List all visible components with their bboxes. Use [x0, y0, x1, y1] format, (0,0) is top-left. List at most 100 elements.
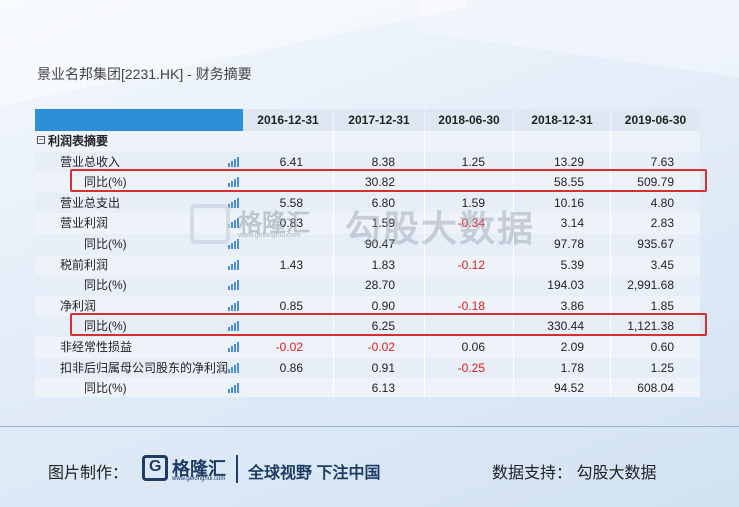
table-cell: 1.78: [560, 360, 584, 375]
watermark-partner: 勾股大数据: [345, 208, 536, 249]
table-cell: [405, 275, 485, 295]
table-cell: 1.25: [650, 360, 674, 375]
collapse-icon[interactable]: −: [37, 135, 45, 144]
bar-chart-icon[interactable]: [228, 362, 239, 373]
table-row[interactable]: 同比(%) 28.70 194.03 2,991.68: [35, 275, 700, 296]
highlight-box: [70, 169, 707, 192]
table-cell: -0.02: [275, 340, 303, 354]
table-cell: 10.16: [553, 195, 584, 210]
table-cell: 509.79: [637, 175, 674, 190]
bar-chart-icon[interactable]: [228, 300, 239, 311]
row-label: 营业总收入: [60, 154, 121, 169]
table-cell: 0.06: [461, 340, 485, 354]
footer-site: www.gelonghui.com: [172, 476, 226, 482]
column-header[interactable]: 2018-06-30: [425, 109, 513, 131]
table-cell: 0.91: [371, 360, 395, 375]
bar-chart-icon[interactable]: [228, 321, 239, 332]
column-divider: [513, 131, 514, 397]
table-row[interactable]: 同比(%) 6.13 94.52 608.04: [35, 378, 700, 399]
financial-summary-table: 2016-12-31 2017-12-31 2018-06-30 2018-12…: [35, 109, 700, 397]
bar-chart-icon[interactable]: [228, 177, 239, 188]
table-cell: 28.70: [364, 278, 395, 293]
table-cell: 6.13: [371, 381, 395, 396]
row-label: 同比(%): [84, 237, 127, 251]
page-title: 景业名邦集团[2231.HK] - 财务摘要: [37, 66, 252, 82]
made-by-label: 图片制作：: [48, 465, 129, 482]
bar-chart-icon[interactable]: [228, 259, 239, 270]
table-cell: 2.83: [650, 216, 674, 231]
bar-chart-icon[interactable]: [228, 383, 239, 394]
table-cell: 6.41: [279, 154, 303, 169]
table-row[interactable]: 营业总收入 6.41 8.38 1.25 13.29 7.63: [35, 151, 700, 173]
row-label: 营业利润: [60, 216, 109, 231]
table-row[interactable]: 税前利润 1.43 1.83 -0.12 5.39 3.45: [35, 255, 700, 276]
row-label: 扣非后归属母公司股东的净利润: [60, 360, 229, 375]
table-cell: 1.83: [371, 257, 395, 272]
table-cell: 3.45: [650, 257, 674, 272]
column-divider: [424, 131, 425, 397]
table-cell: 94.52: [553, 381, 584, 396]
table-row[interactable]: 非经常性损益 -0.02 -0.02 0.06 2.09 0.60: [35, 337, 700, 358]
table-cell: -0.25: [457, 360, 485, 375]
data-support-label: 数据支持： 勾股大数据: [492, 465, 657, 482]
column-divider: [610, 131, 611, 397]
table-row[interactable]: 净利润 0.85 0.90 -0.18 3.86 1.85: [35, 296, 700, 317]
table-cell: [405, 378, 485, 398]
row-label: 同比(%): [84, 175, 127, 190]
table-cell: -0.02: [367, 340, 395, 354]
table-cell: 0.60: [650, 340, 674, 354]
header-accent: [35, 109, 243, 131]
column-header[interactable]: 2016-12-31: [243, 109, 333, 131]
table-cell: -0.18: [457, 298, 485, 313]
table-row[interactable]: 同比(%) 90.47 97.78 935.67: [35, 234, 700, 255]
watermark-site: www.gelonghui.com: [238, 232, 301, 239]
section-row[interactable]: − 利润表摘要: [35, 131, 700, 152]
column-header[interactable]: 2018-12-31: [514, 109, 610, 131]
table-cell: 0.85: [279, 298, 303, 313]
footer-brand: 格隆汇: [172, 459, 226, 479]
table-cell: 8.38: [371, 154, 395, 169]
table-header: 2016-12-31 2017-12-31 2018-06-30 2018-12…: [35, 109, 700, 131]
table-cell: 30.82: [364, 175, 395, 190]
footer-slogan: 全球视野 下注中国: [248, 465, 381, 482]
table-cell: [223, 378, 303, 398]
table-cell: 1.59: [461, 195, 485, 210]
table-row[interactable]: 同比(%) 30.82 58.55 509.79: [35, 172, 700, 193]
table-cell: 0.90: [371, 298, 395, 313]
table-cell: 1.85: [650, 298, 674, 313]
table-cell: -0.34: [457, 216, 485, 231]
table-cell: 97.78: [553, 237, 584, 251]
table-cell: 3.14: [560, 216, 584, 231]
table-row[interactable]: 同比(%) 6.25 330.44 1,121.38: [35, 316, 700, 337]
table-cell: 194.03: [547, 278, 584, 293]
row-label: 税前利润: [60, 257, 109, 272]
section-label: 利润表摘要: [48, 134, 109, 148]
table-row[interactable]: 营业总支出 5.58 6.80 1.59 10.16 4.80: [35, 192, 700, 214]
table-cell: 90.47: [364, 237, 395, 251]
table-cell: 5.39: [560, 257, 584, 272]
bar-chart-icon[interactable]: [228, 239, 239, 249]
column-header[interactable]: 2017-12-31: [334, 109, 424, 131]
brand-logo-letter: G: [149, 458, 162, 475]
table-cell: 0.86: [279, 360, 303, 375]
bar-chart-icon[interactable]: [228, 280, 239, 291]
row-label: 同比(%): [84, 381, 127, 396]
table-cell: 3.86: [560, 298, 584, 313]
table-cell: 935.67: [637, 237, 674, 251]
table-cell: [223, 275, 303, 295]
table-cell: -0.12: [457, 257, 485, 272]
table-cell: 7.63: [650, 154, 674, 169]
table-cell: 330.44: [547, 319, 584, 334]
column-divider: [333, 131, 334, 397]
table-cell: 58.55: [553, 175, 584, 190]
table-cell: 13.29: [553, 154, 584, 169]
footer-divider: [0, 426, 739, 427]
column-header[interactable]: 2019-06-30: [611, 109, 700, 131]
bar-chart-icon[interactable]: [228, 342, 239, 352]
table-cell: 1.25: [461, 154, 485, 169]
bar-chart-icon[interactable]: [228, 156, 239, 167]
table-cell: 1,121.38: [627, 319, 674, 334]
row-label: 同比(%): [84, 319, 127, 334]
row-label: 净利润: [60, 298, 97, 313]
table-row[interactable]: 扣非后归属母公司股东的净利润 0.86 0.91 -0.25 1.78 1.25: [35, 357, 700, 379]
